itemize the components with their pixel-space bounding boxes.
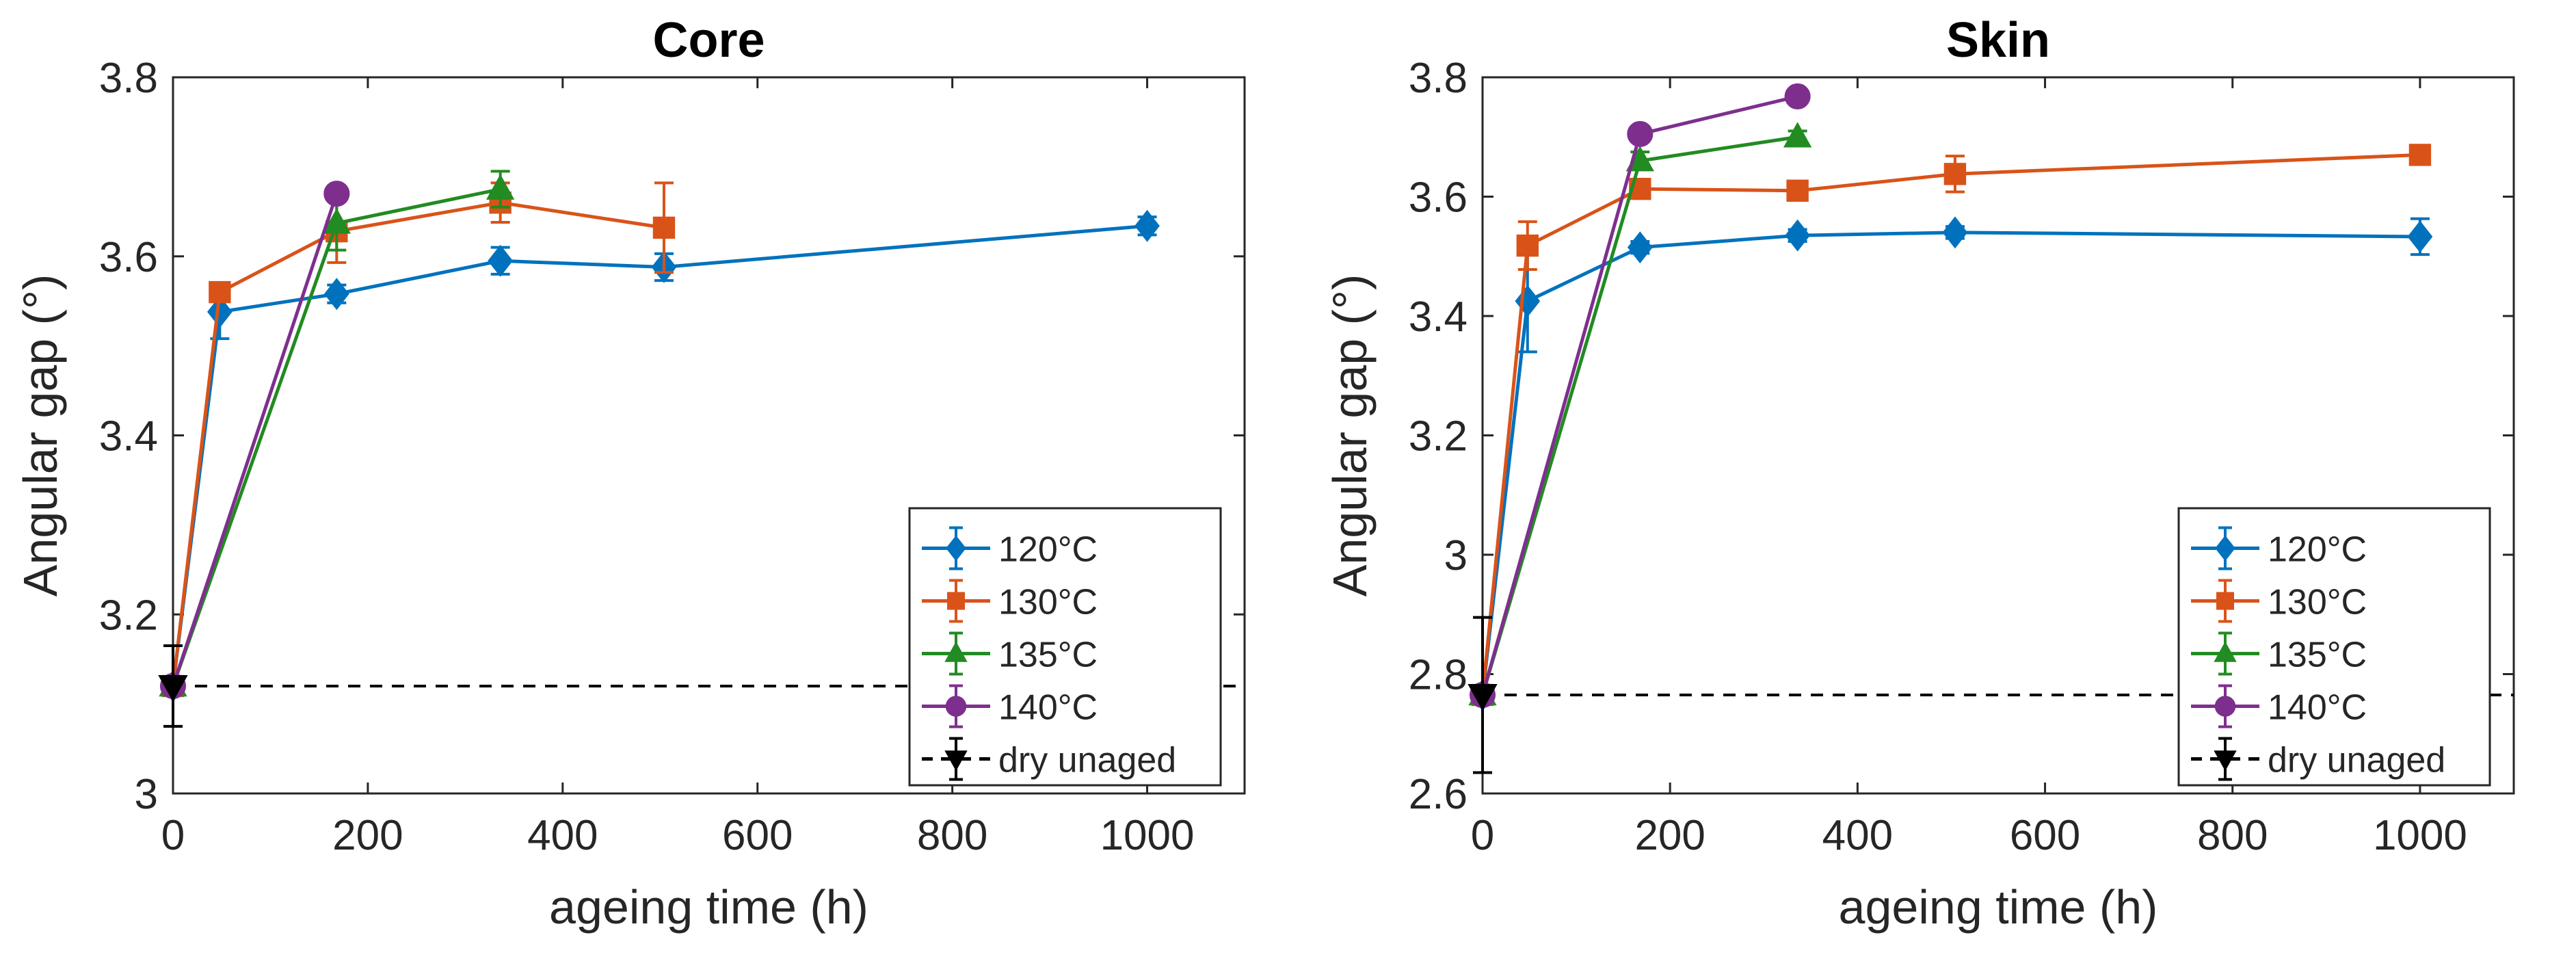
core-legend-entry: 140°C <box>922 684 1098 728</box>
skin-data-point <box>2407 220 2433 253</box>
skin-ytick-label: 3.2 <box>1409 413 1468 460</box>
skin-ytick-label: 2.6 <box>1409 771 1468 818</box>
skin-legend-marker <box>2215 535 2235 562</box>
core-legend-label: 120°C <box>998 530 1098 570</box>
skin-data-point <box>1943 163 1967 185</box>
core-xtick-label: 400 <box>527 812 598 859</box>
core-data-point <box>207 295 233 328</box>
skin-legend-entry: dry unaged <box>2191 737 2445 781</box>
core-data-point <box>323 278 349 311</box>
skin-legend-marker <box>2214 641 2237 662</box>
core-xtick-label: 200 <box>332 812 403 859</box>
skin-legend-label: 140°C <box>2268 688 2367 728</box>
skin-legend-label: dry unaged <box>2268 741 2445 780</box>
skin-legend-label: 120°C <box>2268 530 2367 570</box>
skin-data-point <box>1627 231 1653 264</box>
core-series-120 <box>160 209 1160 702</box>
core-series-140 <box>159 181 350 700</box>
skin-xtick-label: 200 <box>1634 812 1705 859</box>
skin-data-point <box>1942 216 1968 249</box>
skin-legend-marker <box>2214 696 2236 717</box>
core-legend-entry: 120°C <box>922 526 1098 570</box>
core-legend-label: 140°C <box>998 688 1098 728</box>
core-legend-label: dry unaged <box>998 741 1176 780</box>
skin-ytick-label: 3.8 <box>1409 55 1468 102</box>
skin-ytick-label: 3.4 <box>1409 293 1468 341</box>
core-ytick-label: 3.2 <box>99 592 158 639</box>
core-ytick-label: 3.4 <box>99 413 158 460</box>
skin-legend-entry: 130°C <box>2191 579 2367 623</box>
skin-data-point <box>1785 219 1810 252</box>
skin-legend-label: 130°C <box>2268 583 2367 622</box>
core-data-point <box>323 181 350 207</box>
skin-legend: 120°C 130°C 135°C 140°C dry unaged <box>2177 507 2491 787</box>
core-ytick-label: 3.6 <box>99 234 158 281</box>
skin-legend-entry: 135°C <box>2191 631 2367 676</box>
skin-data-point <box>1627 120 1654 147</box>
core-legend: 120°C 130°C 135°C 140°C dry unaged <box>908 507 1222 787</box>
skin-title: Skin <box>1946 13 2050 68</box>
core-legend-marker <box>947 592 965 610</box>
skin-xlabel: ageing time (h) <box>1839 880 2158 934</box>
skin-legend-label: 135°C <box>2268 635 2367 675</box>
core-legend-box <box>908 507 1222 787</box>
skin-ytick-label: 3 <box>1444 532 1468 579</box>
core-legend-entry: dry unaged <box>922 737 1176 781</box>
skin-data-point <box>1516 234 1539 257</box>
core-data-point <box>209 280 231 304</box>
skin-legend-entry: 120°C <box>2191 526 2367 570</box>
skin-ytick-label: 3.6 <box>1409 174 1468 222</box>
core-legend-marker <box>946 535 966 562</box>
skin-ylabel: Angular gap (°) <box>1323 274 1377 597</box>
skin-data-point <box>1783 122 1812 148</box>
core-xtick-label: 1000 <box>1100 812 1195 859</box>
skin-data-point <box>1784 83 1811 109</box>
skin-series-line <box>1480 231 2420 696</box>
core-data-point <box>322 208 351 234</box>
core-legend-label: 130°C <box>998 583 1098 622</box>
skin-xtick-label: 800 <box>2197 812 2268 859</box>
core-legend-label: 135°C <box>998 635 1098 675</box>
skin-legend-marker <box>2216 592 2234 610</box>
skin-series-140 <box>1469 83 1811 709</box>
core-xlabel: ageing time (h) <box>549 880 868 934</box>
core-legend-marker <box>944 750 968 772</box>
core-panel: Core 0 200 400 600 800 1000 3 3.2 3.4 3.6 3.8 ageing… <box>14 13 1246 934</box>
core-ylabel: Angular gap (°) <box>14 274 67 597</box>
skin-xtick-label: 400 <box>1822 812 1893 859</box>
skin-legend-entry: 140°C <box>2191 684 2367 728</box>
skin-xtick-label: 600 <box>2010 812 2080 859</box>
skin-legend-marker <box>2214 750 2237 772</box>
core-reference-point <box>158 674 188 702</box>
skin-xtick-label: 0 <box>1471 812 1494 859</box>
core-xtick-label: 800 <box>917 812 987 859</box>
skin-data-point <box>2408 144 2432 166</box>
core-ytick-label: 3.8 <box>99 55 158 102</box>
skin-panel: Skin 0 200 400 600 800 1000 2.6 2.8 3 3.2 3.4 3.6 3.8… <box>1323 13 2515 934</box>
core-ytick-label: 3 <box>135 771 158 818</box>
core-data-point <box>1134 209 1160 242</box>
core-legend-entry: 130°C <box>922 579 1098 623</box>
core-legend-marker <box>944 641 968 662</box>
core-data-point <box>652 216 676 239</box>
skin-series-line <box>1480 153 2421 696</box>
skin-ytick-label: 2.8 <box>1409 652 1468 699</box>
core-data-point <box>488 244 514 277</box>
core-xtick-label: 0 <box>161 812 185 859</box>
core-xtick-label: 600 <box>722 812 793 859</box>
core-data-point <box>486 174 515 200</box>
core-series-line <box>171 193 338 687</box>
skin-reference-point <box>1468 684 1498 711</box>
skin-data-point <box>1786 179 1809 202</box>
skin-xtick-label: 1000 <box>2373 812 2467 859</box>
core-title: Core <box>652 13 765 68</box>
core-legend-marker <box>945 696 967 717</box>
core-series-line <box>171 224 1147 687</box>
core-legend-entry: 135°C <box>922 631 1098 676</box>
